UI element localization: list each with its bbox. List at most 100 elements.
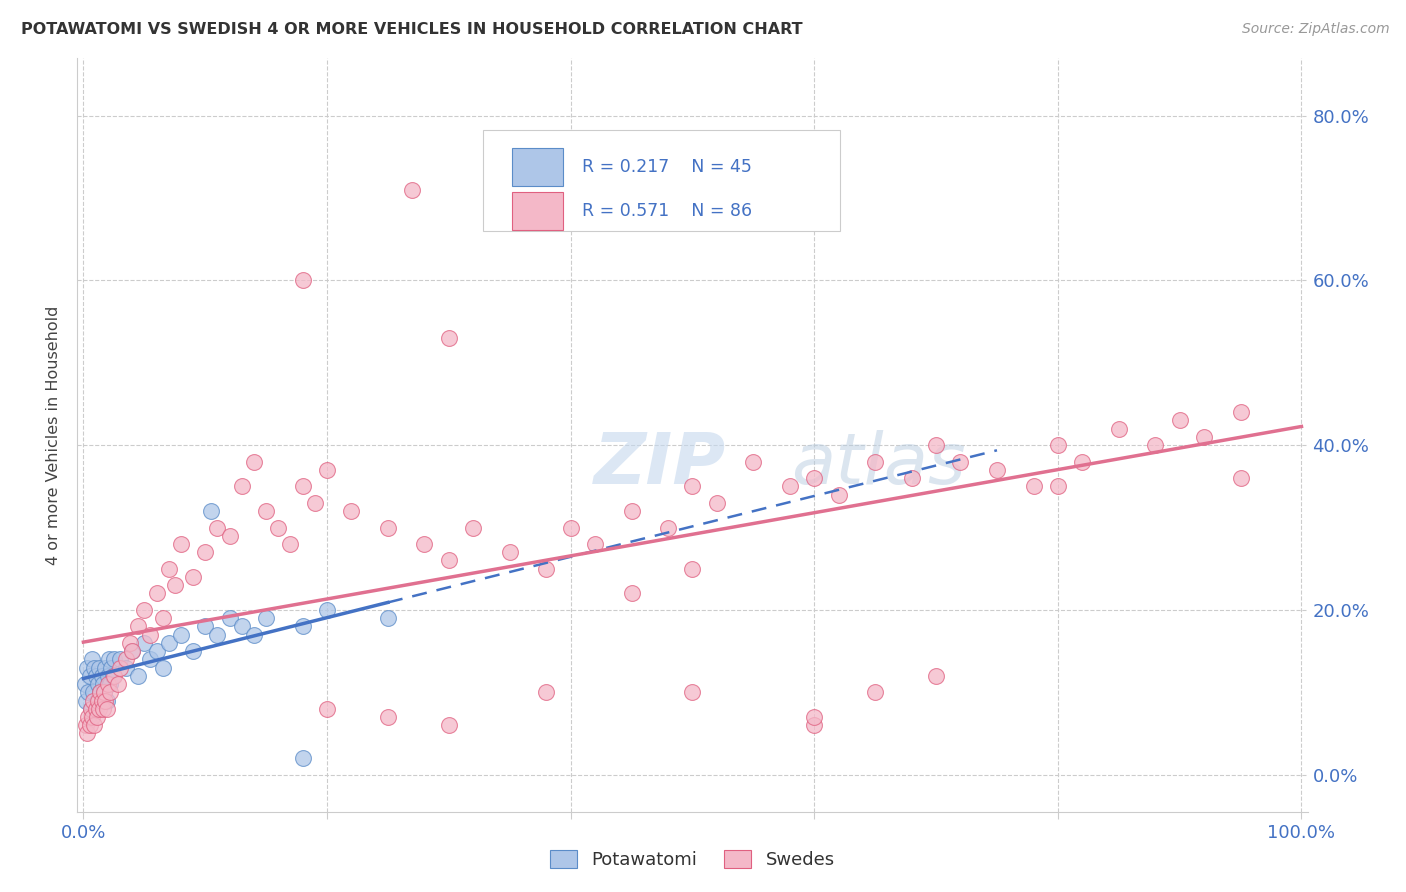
Point — [316, 463, 339, 477]
Point — [83, 718, 105, 732]
Point — [1229, 405, 1251, 419]
Point — [83, 660, 105, 674]
Point — [93, 685, 115, 699]
Point — [170, 627, 193, 641]
Point — [280, 537, 302, 551]
Point — [82, 685, 104, 699]
Point — [231, 479, 253, 493]
Point — [706, 496, 728, 510]
Point — [316, 603, 339, 617]
Point — [84, 702, 107, 716]
Point — [84, 669, 107, 683]
Point — [76, 660, 98, 674]
Text: Source: ZipAtlas.com: Source: ZipAtlas.com — [1241, 22, 1389, 37]
Point — [89, 685, 111, 699]
Point — [437, 718, 460, 732]
Point — [96, 702, 118, 716]
Point — [437, 331, 460, 345]
Point — [91, 702, 114, 716]
Point — [87, 693, 110, 707]
Point — [1168, 413, 1191, 427]
Point — [80, 702, 103, 716]
Point — [900, 471, 922, 485]
Point — [536, 685, 558, 699]
Point — [77, 685, 100, 699]
Point — [291, 273, 314, 287]
Point — [218, 611, 240, 625]
Point — [73, 677, 96, 691]
Point — [200, 504, 222, 518]
Point — [986, 463, 1008, 477]
Point — [127, 619, 149, 633]
Point — [118, 636, 141, 650]
Point — [682, 562, 704, 576]
Point — [657, 520, 679, 534]
Point — [170, 537, 193, 551]
Point — [86, 693, 108, 707]
Point — [536, 562, 558, 576]
Point — [98, 677, 121, 691]
Point — [304, 496, 326, 510]
Point — [108, 660, 131, 674]
Point — [103, 652, 125, 666]
Point — [291, 751, 314, 765]
Point — [134, 603, 156, 617]
Point — [107, 677, 129, 691]
Text: atlas: atlas — [792, 431, 966, 500]
Point — [340, 504, 363, 518]
Point — [98, 652, 121, 666]
Point — [115, 652, 138, 666]
Point — [98, 685, 121, 699]
Point — [1046, 479, 1069, 493]
Point — [96, 693, 118, 707]
Point — [1192, 430, 1215, 444]
Point — [742, 455, 765, 469]
Point — [316, 702, 339, 716]
Legend: Potawatomi, Swedes: Potawatomi, Swedes — [541, 840, 844, 878]
Point — [803, 471, 825, 485]
Point — [779, 479, 801, 493]
Point — [152, 660, 174, 674]
Text: ZIP: ZIP — [595, 431, 727, 500]
Point — [90, 693, 112, 707]
Point — [682, 685, 704, 699]
Point — [194, 545, 217, 559]
Point — [79, 718, 101, 732]
Point — [218, 529, 240, 543]
Y-axis label: 4 or more Vehicles in Household: 4 or more Vehicles in Household — [46, 305, 62, 565]
Point — [163, 578, 186, 592]
Point — [231, 619, 253, 633]
Point — [108, 652, 131, 666]
Point — [194, 619, 217, 633]
Point — [437, 553, 460, 567]
Text: POTAWATOMI VS SWEDISH 4 OR MORE VEHICLES IN HOUSEHOLD CORRELATION CHART: POTAWATOMI VS SWEDISH 4 OR MORE VEHICLES… — [21, 22, 803, 37]
Point — [1046, 438, 1069, 452]
Point — [401, 183, 423, 197]
Point — [583, 537, 606, 551]
Point — [413, 537, 436, 551]
Point — [80, 652, 103, 666]
Point — [121, 644, 143, 658]
Point — [1071, 455, 1094, 469]
Point — [267, 520, 290, 534]
Point — [803, 710, 825, 724]
Point — [139, 652, 162, 666]
Text: R = 0.571    N = 86: R = 0.571 N = 86 — [582, 202, 752, 220]
Point — [152, 611, 174, 625]
Point — [80, 710, 103, 724]
Point — [75, 718, 97, 732]
Point — [87, 677, 110, 691]
FancyBboxPatch shape — [484, 129, 841, 231]
Point — [97, 669, 120, 683]
Point — [89, 685, 111, 699]
Point — [291, 619, 314, 633]
Point — [86, 710, 108, 724]
Point — [254, 611, 277, 625]
Point — [181, 644, 204, 658]
Point — [1144, 438, 1167, 452]
Point — [803, 718, 825, 732]
Point — [925, 438, 948, 452]
Text: R = 0.217    N = 45: R = 0.217 N = 45 — [582, 158, 752, 177]
Point — [76, 726, 98, 740]
Point — [89, 660, 111, 674]
